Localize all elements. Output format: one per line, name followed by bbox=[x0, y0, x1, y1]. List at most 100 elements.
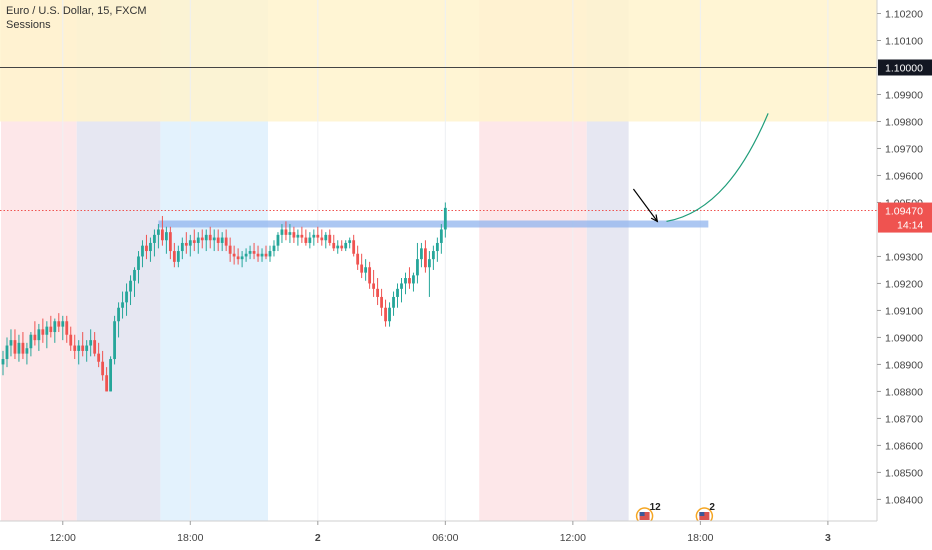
candle-98 bbox=[392, 291, 395, 316]
candle-body-48 bbox=[192, 240, 196, 243]
candle-11 bbox=[45, 321, 49, 349]
candle-12 bbox=[49, 315, 53, 338]
candle-body-45 bbox=[180, 242, 184, 252]
candle-body-59 bbox=[236, 256, 240, 260]
candle-body-82 bbox=[328, 234, 332, 243]
time-tick-label-6: 3 bbox=[825, 532, 831, 544]
candle-15 bbox=[61, 315, 65, 341]
candle-34 bbox=[137, 251, 140, 284]
candle-97 bbox=[388, 302, 391, 327]
candle-96 bbox=[384, 299, 387, 327]
candle-body-58 bbox=[232, 253, 236, 257]
candle-body-35 bbox=[141, 245, 144, 257]
candle-body-0 bbox=[1, 359, 5, 365]
candle-45 bbox=[180, 237, 184, 260]
candle-78 bbox=[312, 229, 316, 246]
time-tick-label-2: 2 bbox=[315, 532, 321, 544]
candle-107 bbox=[427, 251, 431, 297]
candle-79 bbox=[316, 226, 320, 243]
time-tick-label-3: 06:00 bbox=[432, 532, 458, 544]
candle-91 bbox=[364, 259, 368, 281]
candle-body-28 bbox=[113, 321, 116, 360]
price-tick-label-15: 1.08500 bbox=[885, 467, 923, 479]
candle-body-22 bbox=[89, 340, 93, 346]
candle-body-16 bbox=[65, 321, 69, 335]
price-tick-label-0: 1.10200 bbox=[885, 8, 923, 20]
time-tick-label-0: 12:00 bbox=[50, 532, 76, 544]
candle-35 bbox=[141, 240, 144, 268]
candle-body-73 bbox=[292, 232, 296, 238]
candle-body-33 bbox=[133, 269, 136, 281]
symbol-title[interactable]: Euro / U.S. Dollar, 15, FXCM bbox=[6, 5, 147, 17]
candle-74 bbox=[296, 229, 300, 246]
candle-65 bbox=[260, 248, 264, 262]
candle-111 bbox=[443, 202, 447, 238]
candle-body-29 bbox=[117, 307, 120, 322]
candle-61 bbox=[244, 248, 248, 262]
candle-body-108 bbox=[431, 251, 435, 260]
price-tick-label-14: 1.08600 bbox=[885, 440, 923, 452]
candle-body-5 bbox=[21, 342, 25, 354]
candle-48 bbox=[192, 229, 196, 252]
candle-23 bbox=[93, 332, 97, 357]
candle-1 bbox=[5, 337, 9, 368]
candle-110 bbox=[439, 224, 443, 254]
candle-body-80 bbox=[320, 237, 324, 241]
candle-body-23 bbox=[93, 340, 97, 354]
candle-22 bbox=[89, 329, 93, 357]
candle-30 bbox=[121, 291, 124, 319]
candle-body-78 bbox=[312, 234, 316, 238]
candle-92 bbox=[368, 261, 372, 289]
candle-body-65 bbox=[260, 253, 264, 257]
price-axis-bg[interactable] bbox=[877, 0, 932, 521]
candle-55 bbox=[220, 232, 224, 252]
candle-24 bbox=[97, 342, 101, 368]
arrow-line bbox=[632, 188, 658, 222]
candle-103 bbox=[412, 272, 415, 292]
candle-body-72 bbox=[288, 232, 292, 235]
candle-83 bbox=[332, 234, 336, 252]
candle-8 bbox=[33, 321, 37, 346]
candle-body-1 bbox=[5, 345, 9, 360]
candle-body-85 bbox=[340, 245, 344, 249]
candle-100 bbox=[400, 278, 403, 303]
candle-body-53 bbox=[212, 237, 216, 241]
candle-body-71 bbox=[284, 229, 288, 235]
price-tick-label-7: 1.09300 bbox=[885, 251, 923, 263]
candle-body-107 bbox=[427, 259, 431, 268]
candle-56 bbox=[224, 229, 228, 252]
us-flag-canton-icon bbox=[639, 512, 645, 516]
indicator-label[interactable]: Sessions bbox=[6, 19, 51, 31]
candle-75 bbox=[300, 226, 304, 243]
candle-20 bbox=[81, 332, 85, 357]
candle-90 bbox=[360, 253, 364, 279]
candle-body-100 bbox=[400, 283, 403, 289]
candle-28 bbox=[113, 315, 116, 365]
event-marker-0[interactable]: 12 bbox=[635, 502, 662, 525]
candle-body-34 bbox=[137, 256, 140, 270]
candle-body-52 bbox=[208, 234, 212, 241]
price-tick-label-11: 1.08900 bbox=[885, 359, 923, 371]
price-tick-label-2: 1.09900 bbox=[885, 89, 923, 101]
candle-71 bbox=[284, 221, 288, 241]
candle-body-32 bbox=[129, 280, 132, 292]
candle-body-2 bbox=[9, 340, 13, 346]
candle-body-111 bbox=[443, 207, 447, 230]
candle-63 bbox=[252, 242, 256, 260]
candle-13 bbox=[53, 318, 57, 343]
target-zone bbox=[0, 0, 877, 122]
candle-body-44 bbox=[176, 251, 180, 262]
price-tick-label-16: 1.08400 bbox=[885, 494, 923, 506]
candle-body-18 bbox=[73, 345, 77, 351]
time-tick-label-5: 18:00 bbox=[687, 532, 713, 544]
candle-99 bbox=[396, 283, 399, 308]
grid-lines bbox=[62, 0, 829, 521]
candles bbox=[1, 202, 447, 392]
chart-legend: Euro / U.S. Dollar, 15, FXCM Sessions bbox=[6, 4, 147, 32]
candle-5 bbox=[21, 332, 25, 360]
time-axis-bg[interactable] bbox=[0, 521, 877, 550]
candle-43 bbox=[172, 242, 176, 268]
candle-body-38 bbox=[153, 234, 156, 243]
candle-108 bbox=[431, 245, 435, 270]
